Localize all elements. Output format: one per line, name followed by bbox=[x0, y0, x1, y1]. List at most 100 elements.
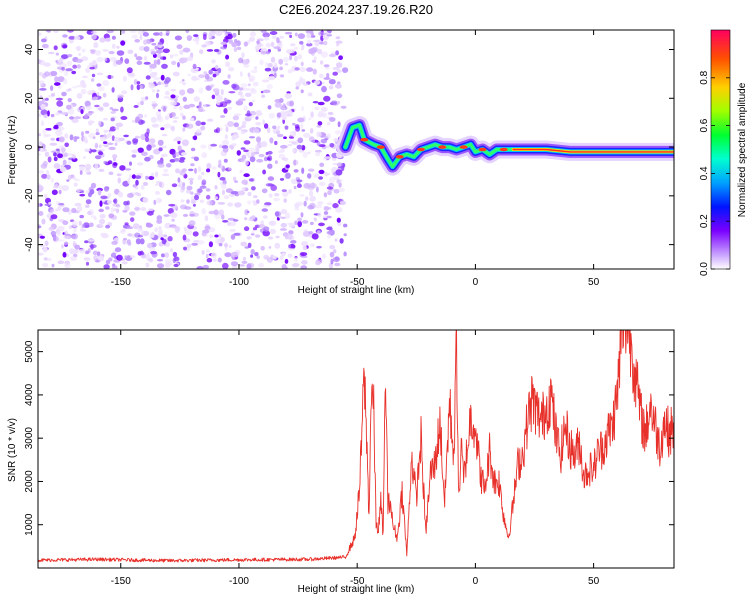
noise-speck bbox=[117, 94, 124, 99]
noise-speck bbox=[130, 84, 134, 91]
noise-speck bbox=[76, 205, 83, 212]
noise-speck bbox=[62, 220, 69, 225]
noise-speck bbox=[186, 88, 195, 94]
noise-speck bbox=[116, 45, 120, 49]
noise-speck bbox=[240, 124, 246, 129]
noise-speck bbox=[201, 179, 207, 185]
noise-speck bbox=[228, 244, 232, 249]
noise-speck bbox=[73, 116, 82, 120]
noise-speck bbox=[89, 111, 95, 114]
noise-speck bbox=[163, 96, 170, 99]
noise-speck bbox=[145, 75, 151, 80]
noise-speck bbox=[255, 116, 259, 120]
noise-speck bbox=[181, 139, 189, 146]
noise-speck bbox=[206, 49, 214, 52]
noise-speck bbox=[262, 204, 270, 208]
noise-speck bbox=[280, 216, 286, 219]
noise-speck bbox=[43, 193, 48, 199]
noise-speck bbox=[340, 105, 347, 109]
noise-speck bbox=[71, 207, 77, 214]
noise-speck bbox=[282, 56, 290, 63]
noise-speck bbox=[134, 39, 140, 43]
noise-speck bbox=[294, 55, 298, 62]
noise-speck bbox=[41, 173, 48, 179]
noise-speck bbox=[134, 175, 142, 180]
noise-speck bbox=[106, 30, 114, 34]
noise-speck bbox=[247, 83, 251, 87]
noise-speck bbox=[133, 105, 139, 108]
noise-speck bbox=[318, 169, 325, 175]
noise-speck bbox=[258, 224, 266, 228]
noise-speck bbox=[246, 236, 252, 240]
noise-speck bbox=[255, 147, 260, 153]
noise-speck bbox=[171, 60, 177, 65]
noise-speck bbox=[240, 131, 246, 135]
noise-speck bbox=[268, 193, 273, 198]
noise-speck bbox=[62, 252, 67, 258]
noise-speck bbox=[92, 96, 98, 100]
noise-speck bbox=[56, 100, 64, 107]
track-hotspot bbox=[395, 155, 404, 159]
noise-speck bbox=[334, 238, 338, 242]
noise-speck bbox=[186, 243, 192, 248]
noise-speck bbox=[336, 62, 343, 68]
noise-speck bbox=[53, 125, 59, 130]
noise-speck bbox=[47, 110, 50, 117]
noise-speck bbox=[60, 147, 66, 153]
noise-speck bbox=[312, 59, 317, 63]
noise-speck bbox=[219, 177, 226, 181]
noise-speck bbox=[279, 228, 287, 231]
noise-speck bbox=[145, 175, 149, 180]
noise-speck bbox=[200, 144, 207, 149]
noise-speck bbox=[92, 60, 97, 66]
noise-speck bbox=[122, 75, 127, 82]
noise-speck bbox=[288, 222, 296, 228]
noise-speck bbox=[148, 176, 155, 180]
noise-speck bbox=[233, 219, 239, 222]
noise-speck bbox=[321, 85, 327, 93]
noise-speck bbox=[43, 114, 48, 118]
noise-speck bbox=[333, 174, 340, 180]
noise-speck bbox=[94, 50, 102, 56]
noise-speck bbox=[262, 119, 266, 126]
noise-speck bbox=[217, 67, 222, 74]
noise-speck bbox=[126, 140, 132, 145]
noise-speck bbox=[279, 178, 285, 181]
spectrogram-y-axis-label: Frequency (Hz) bbox=[7, 116, 18, 185]
colorbar-tick-label: 0.8 bbox=[699, 70, 710, 84]
noise-speck bbox=[112, 265, 118, 269]
noise-speck bbox=[65, 68, 73, 72]
noise-speck bbox=[171, 225, 178, 229]
noise-speck bbox=[144, 156, 151, 162]
noise-speck bbox=[253, 195, 258, 199]
noise-speck bbox=[191, 242, 198, 246]
noise-speck bbox=[300, 89, 304, 94]
noise-speck bbox=[145, 136, 150, 143]
noise-speck bbox=[185, 229, 193, 236]
noise-speck bbox=[197, 188, 203, 193]
noise-speck bbox=[326, 231, 332, 235]
noise-speck bbox=[165, 163, 172, 168]
noise-speck bbox=[326, 186, 333, 190]
noise-speck bbox=[274, 102, 282, 108]
noise-speck bbox=[267, 105, 272, 110]
noise-speck bbox=[111, 35, 116, 40]
noise-speck bbox=[120, 228, 126, 233]
noise-speck bbox=[300, 47, 304, 51]
noise-speck bbox=[76, 85, 83, 88]
noise-speck bbox=[299, 66, 306, 73]
noise-speck bbox=[249, 77, 254, 83]
noise-speck bbox=[263, 123, 269, 129]
noise-speck bbox=[109, 57, 117, 62]
noise-speck bbox=[304, 196, 309, 201]
noise-speck bbox=[232, 176, 237, 182]
noise-speck bbox=[186, 123, 194, 129]
noise-speck bbox=[290, 178, 298, 184]
noise-speck bbox=[94, 104, 100, 108]
noise-speck bbox=[283, 198, 288, 203]
noise-speck bbox=[162, 173, 170, 177]
noise-speck bbox=[122, 209, 128, 213]
noise-speck bbox=[177, 177, 181, 183]
colorbar-gradient bbox=[710, 29, 731, 270]
noise-speck bbox=[66, 60, 73, 67]
